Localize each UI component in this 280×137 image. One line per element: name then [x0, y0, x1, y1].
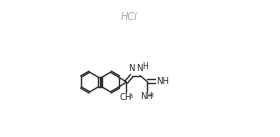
Text: HCl: HCl	[121, 12, 137, 22]
Text: N: N	[136, 64, 143, 73]
Text: NH: NH	[140, 92, 153, 101]
Text: H: H	[148, 93, 153, 98]
Text: N: N	[128, 64, 134, 73]
Text: 3: 3	[128, 94, 132, 99]
Text: H: H	[142, 62, 148, 71]
Text: CH: CH	[120, 93, 132, 102]
Text: NH: NH	[156, 77, 169, 85]
